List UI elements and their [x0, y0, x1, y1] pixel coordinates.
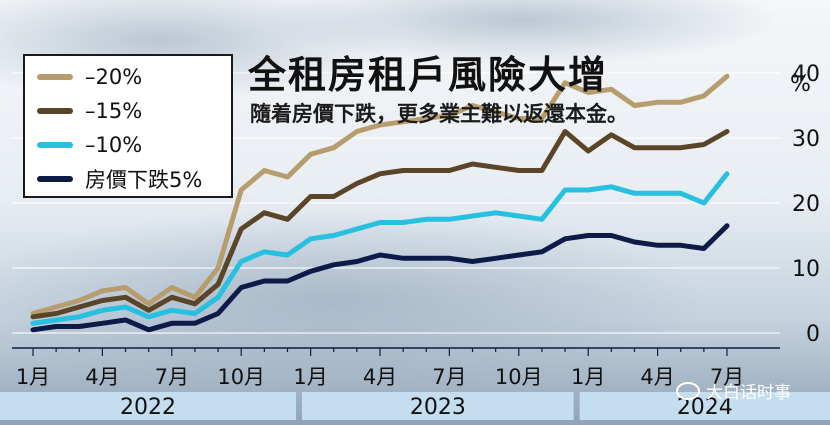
y-tick-label: 0	[806, 322, 820, 347]
series-line	[30, 129, 730, 320]
legend-label: 房價下跌5%	[85, 168, 203, 192]
x-tick-label: 1月	[571, 365, 605, 389]
legend: –20% –15% –10% 房價下跌5%	[23, 54, 233, 198]
legend-label: –15%	[85, 99, 143, 123]
x-tick-label: 1月	[16, 365, 50, 389]
legend-label: –20%	[85, 65, 143, 89]
legend-item-10: –10%	[37, 130, 142, 160]
y-tick-label: 30	[792, 127, 820, 152]
series-line	[30, 171, 730, 326]
x-tick-label: 4月	[363, 365, 397, 389]
x-tick-label: 4月	[85, 365, 119, 389]
legend-item-15: –15%	[37, 96, 142, 126]
y-axis-unit: %	[790, 72, 811, 97]
x-tick-label: 7月	[432, 365, 466, 389]
year-band	[0, 392, 297, 420]
x-axis-band	[0, 392, 830, 420]
y-tick-label: 10	[792, 257, 820, 282]
x-tick-label: 10月	[495, 365, 543, 389]
legend-swatch	[37, 74, 73, 80]
wechat-icon	[676, 381, 700, 400]
chart-title: 全租房租戶風險大增	[248, 53, 609, 97]
series-line	[30, 223, 730, 333]
year-band	[579, 392, 830, 420]
watermark-text: 大白话时事	[706, 383, 791, 403]
year-band	[302, 392, 574, 420]
series-lines	[30, 73, 730, 333]
legend-swatch	[37, 142, 73, 148]
x-tick-label: 1月	[293, 365, 327, 389]
legend-item-5: 房價下跌5%	[37, 164, 202, 194]
series-line	[30, 73, 730, 316]
y-tick-label: 40	[792, 62, 820, 87]
x-tick-label: 4月	[640, 365, 674, 389]
legend-item-20: –20%	[37, 62, 142, 92]
legend-swatch	[37, 176, 73, 182]
x-tick-label: 7月	[155, 365, 189, 389]
year-label: 2023	[410, 395, 466, 420]
chart-subtitle: 隨着房價下跌，更多業主難以返還本金。	[250, 102, 628, 126]
x-tick-label: 10月	[217, 365, 265, 389]
y-tick-label: 20	[792, 192, 820, 217]
legend-label: –10%	[85, 133, 143, 157]
legend-swatch	[37, 108, 73, 114]
x-tick-label: 7月	[710, 365, 744, 389]
year-label: 2022	[120, 395, 176, 420]
watermark: 大白话时事	[676, 378, 791, 403]
